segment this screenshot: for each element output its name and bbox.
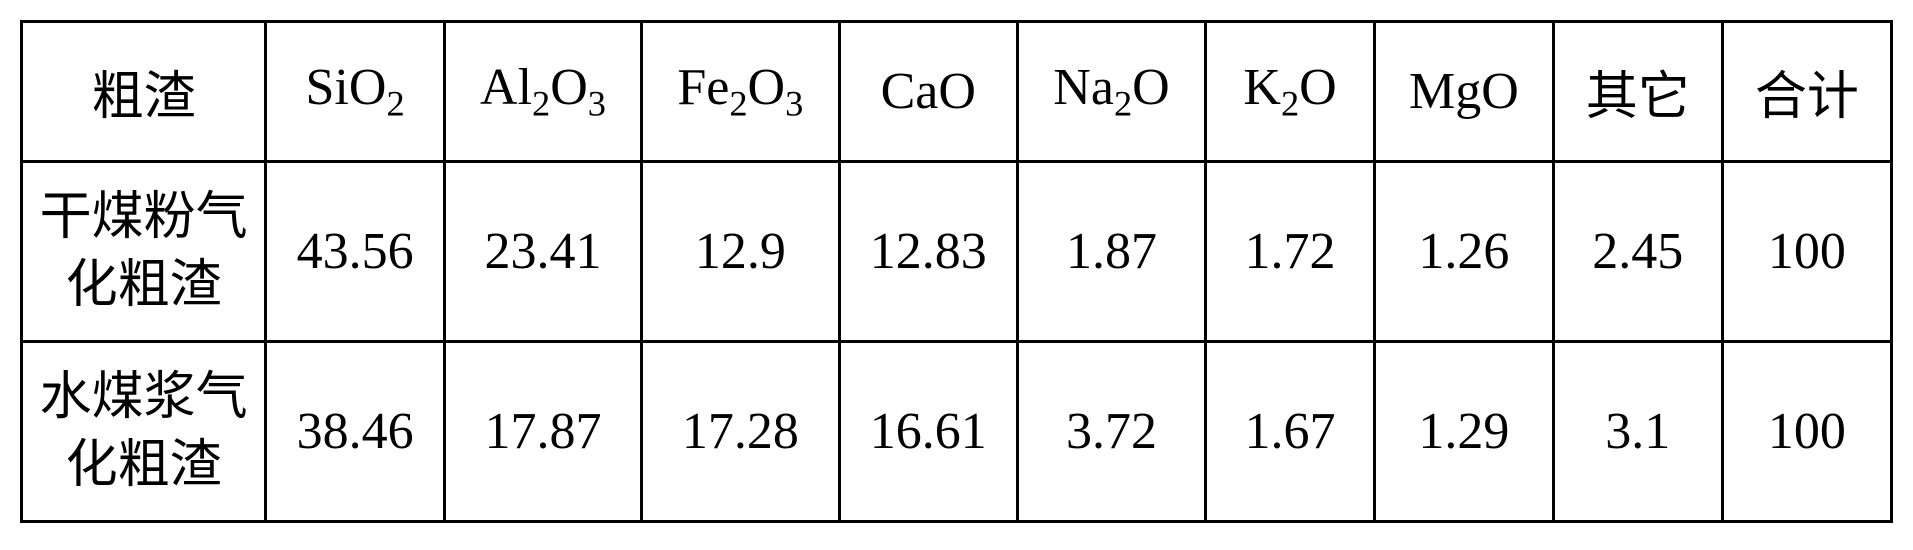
data-cell: 12.9 <box>642 162 839 342</box>
header-cell-k2o: K2O <box>1205 22 1374 162</box>
row-label-cell: 水煤浆气 化粗渣 <box>22 342 266 522</box>
row-label-line1: 水煤浆气 <box>40 369 248 426</box>
header-cell-other: 其它 <box>1553 22 1722 162</box>
header-cell-fe2o3: Fe2O3 <box>642 22 839 162</box>
table-row: 干煤粉气 化粗渣 43.56 23.41 12.9 12.83 1.87 1.7… <box>22 162 1892 342</box>
header-cell-mgo: MgO <box>1375 22 1554 162</box>
row-label-line2: 化粗渣 <box>66 257 222 314</box>
row-label-cell: 干煤粉气 化粗渣 <box>22 162 266 342</box>
header-cell-cao: CaO <box>839 22 1018 162</box>
data-cell: 3.1 <box>1553 342 1722 522</box>
row-label-line2: 化粗渣 <box>66 437 222 494</box>
data-cell: 38.46 <box>266 342 445 522</box>
header-cell-total: 合计 <box>1722 22 1891 162</box>
composition-table: 粗渣 SiO2 Al2O3 Fe2O3 CaO Na2O K2O MgO 其它 … <box>20 20 1893 523</box>
data-cell: 43.56 <box>266 162 445 342</box>
data-cell: 17.87 <box>444 342 641 522</box>
data-cell: 2.45 <box>1553 162 1722 342</box>
data-cell: 23.41 <box>444 162 641 342</box>
table-row: 水煤浆气 化粗渣 38.46 17.87 17.28 16.61 3.72 1.… <box>22 342 1892 522</box>
header-cell-al2o3: Al2O3 <box>444 22 641 162</box>
data-cell: 1.67 <box>1205 342 1374 522</box>
row-label-line1: 干煤粉气 <box>40 189 248 246</box>
data-cell: 1.26 <box>1375 162 1554 342</box>
data-cell: 1.72 <box>1205 162 1374 342</box>
header-cell-na2o: Na2O <box>1018 22 1206 162</box>
data-cell: 100 <box>1722 342 1891 522</box>
data-cell: 12.83 <box>839 162 1018 342</box>
data-cell: 1.29 <box>1375 342 1554 522</box>
data-cell: 17.28 <box>642 342 839 522</box>
header-cell-rowlabel: 粗渣 <box>22 22 266 162</box>
data-cell: 3.72 <box>1018 342 1206 522</box>
composition-table-container: 粗渣 SiO2 Al2O3 Fe2O3 CaO Na2O K2O MgO 其它 … <box>20 20 1893 523</box>
data-cell: 16.61 <box>839 342 1018 522</box>
header-cell-sio2: SiO2 <box>266 22 445 162</box>
data-cell: 100 <box>1722 162 1891 342</box>
table-header-row: 粗渣 SiO2 Al2O3 Fe2O3 CaO Na2O K2O MgO 其它 … <box>22 22 1892 162</box>
data-cell: 1.87 <box>1018 162 1206 342</box>
